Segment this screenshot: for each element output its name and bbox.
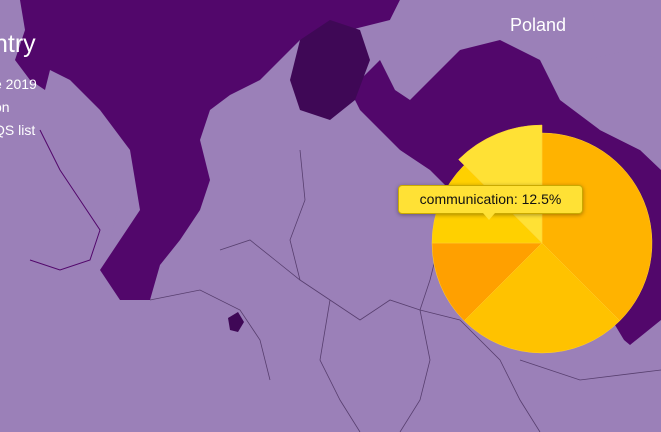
tooltip: communication: 12.5% [398, 185, 583, 220]
tooltip-text: communication: 12.5% [419, 191, 562, 207]
finland-land [590, 0, 661, 70]
tooltip-arrow [483, 213, 495, 220]
pie-slice[interactable] [463, 242, 621, 354]
info-line: QS list [0, 122, 36, 138]
continent-land [0, 140, 661, 432]
info-line: e 2019 [0, 76, 37, 92]
pie-slice[interactable] [431, 242, 543, 322]
baltic-states-land [580, 50, 661, 150]
luxembourg [228, 312, 244, 332]
pie-slice[interactable] [541, 132, 653, 322]
scandinavia-dark [290, 20, 370, 120]
info-line: on [0, 99, 10, 115]
country-label-poland[interactable]: Poland [510, 15, 567, 35]
page-title: ntry [0, 30, 36, 58]
north-sea-region [0, 0, 400, 300]
england-outline [29, 129, 101, 271]
sweden-land [380, 0, 500, 100]
pie-chart[interactable] [431, 124, 653, 354]
